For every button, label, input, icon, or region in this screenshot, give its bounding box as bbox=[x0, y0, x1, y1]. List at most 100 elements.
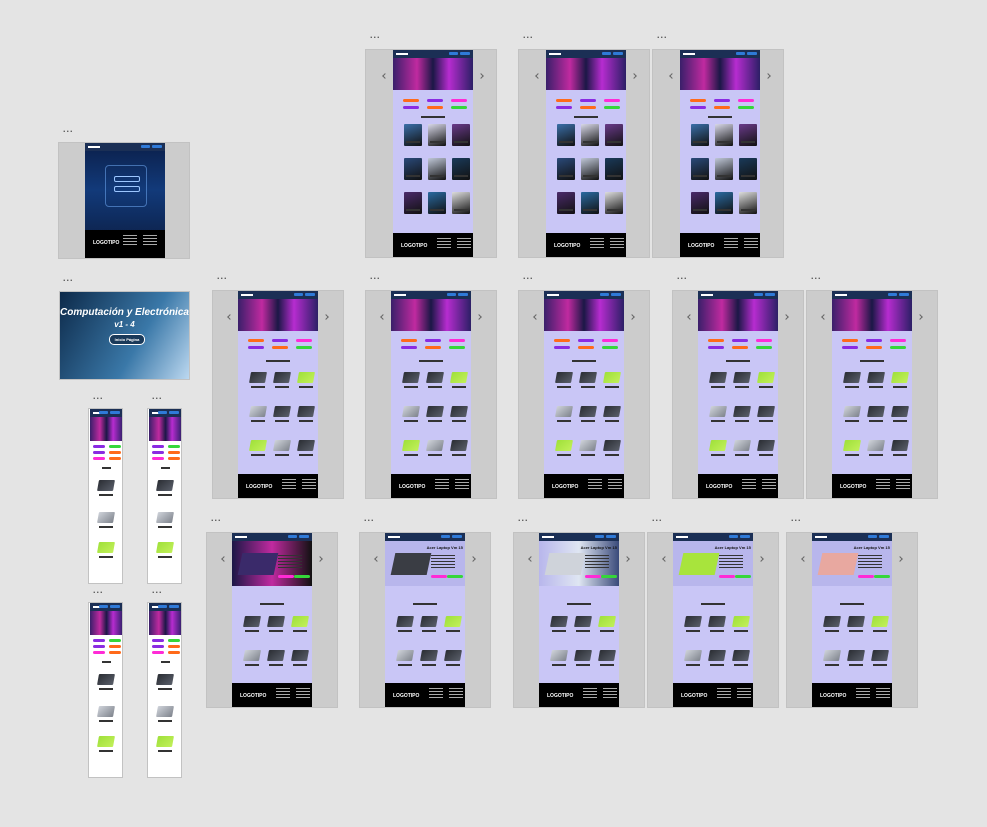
login-button[interactable] bbox=[294, 293, 303, 296]
product-card[interactable] bbox=[554, 369, 574, 391]
frame-menu-icon[interactable]: ... bbox=[652, 513, 663, 523]
register-button[interactable] bbox=[299, 535, 309, 538]
category-pill[interactable] bbox=[426, 106, 443, 109]
category-pill[interactable] bbox=[109, 651, 121, 654]
category-pill[interactable] bbox=[400, 346, 417, 349]
product-card[interactable] bbox=[296, 369, 316, 391]
carousel-prev-icon[interactable] bbox=[221, 556, 227, 562]
product-card[interactable] bbox=[443, 613, 463, 635]
frame-menu-icon[interactable]: ... bbox=[63, 124, 74, 134]
category-pill[interactable] bbox=[553, 339, 570, 342]
product-card[interactable] bbox=[690, 158, 710, 180]
carousel-next-icon[interactable] bbox=[758, 556, 764, 562]
category-pill[interactable] bbox=[737, 99, 754, 102]
category-pill[interactable] bbox=[168, 451, 180, 454]
product-card[interactable] bbox=[296, 437, 316, 459]
category-pill[interactable] bbox=[402, 99, 419, 102]
category-pill[interactable] bbox=[579, 99, 596, 102]
category-pill[interactable] bbox=[152, 445, 164, 448]
frame-menu-icon[interactable]: ... bbox=[211, 513, 222, 523]
frame-menu-icon[interactable]: ... bbox=[518, 513, 529, 523]
product-card[interactable] bbox=[890, 437, 910, 459]
product-card[interactable] bbox=[556, 158, 576, 180]
category-pill[interactable] bbox=[737, 106, 754, 109]
login-button[interactable] bbox=[99, 411, 108, 414]
category-pill[interactable] bbox=[889, 346, 906, 349]
carousel-next-icon[interactable] bbox=[624, 556, 630, 562]
product-card[interactable] bbox=[401, 437, 421, 459]
category-pill[interactable] bbox=[168, 645, 180, 648]
frame-menu-icon[interactable]: ... bbox=[657, 30, 668, 40]
category-pill[interactable] bbox=[93, 451, 105, 454]
product-card[interactable] bbox=[846, 613, 866, 635]
product-card[interactable] bbox=[683, 647, 703, 669]
register-button[interactable] bbox=[460, 52, 470, 55]
artboard-mobile[interactable] bbox=[88, 602, 123, 778]
register-button[interactable] bbox=[611, 293, 621, 296]
product-card[interactable] bbox=[242, 647, 262, 669]
product-card[interactable] bbox=[401, 369, 421, 391]
product-card[interactable] bbox=[714, 158, 734, 180]
product-card[interactable] bbox=[155, 671, 175, 693]
category-pill[interactable] bbox=[755, 346, 772, 349]
login-button[interactable] bbox=[449, 52, 458, 55]
product-card[interactable] bbox=[425, 403, 445, 425]
carousel-prev-icon[interactable] bbox=[801, 556, 807, 562]
product-card[interactable] bbox=[419, 613, 439, 635]
product-card[interactable] bbox=[573, 613, 593, 635]
category-pill[interactable] bbox=[109, 445, 121, 448]
frame-menu-icon[interactable]: ... bbox=[523, 30, 534, 40]
product-card[interactable] bbox=[549, 647, 569, 669]
product-card[interactable] bbox=[155, 733, 175, 755]
category-pill[interactable] bbox=[865, 346, 882, 349]
product-card[interactable] bbox=[732, 437, 752, 459]
category-pill[interactable] bbox=[713, 99, 730, 102]
product-card[interactable] bbox=[714, 192, 734, 214]
cart-button[interactable] bbox=[447, 575, 464, 578]
category-pill[interactable] bbox=[109, 457, 121, 460]
category-pill[interactable] bbox=[295, 346, 312, 349]
product-card[interactable] bbox=[451, 158, 471, 180]
product-card[interactable] bbox=[708, 437, 728, 459]
frame-menu-icon[interactable]: ... bbox=[93, 585, 104, 595]
password-field[interactable] bbox=[114, 186, 140, 192]
category-pill[interactable] bbox=[168, 445, 180, 448]
product-card[interactable] bbox=[248, 437, 268, 459]
product-card[interactable] bbox=[822, 647, 842, 669]
product-card[interactable] bbox=[395, 647, 415, 669]
carousel-next-icon[interactable] bbox=[470, 556, 476, 562]
category-pill[interactable] bbox=[865, 339, 882, 342]
product-card[interactable] bbox=[732, 403, 752, 425]
login-button[interactable] bbox=[158, 605, 167, 608]
category-pill[interactable] bbox=[707, 346, 724, 349]
category-pill[interactable] bbox=[93, 651, 105, 654]
product-card[interactable] bbox=[266, 613, 286, 635]
product-card[interactable] bbox=[427, 124, 447, 146]
carousel-prev-icon[interactable] bbox=[382, 73, 388, 79]
frame-menu-icon[interactable]: ... bbox=[811, 271, 822, 281]
product-card[interactable] bbox=[272, 437, 292, 459]
product-card[interactable] bbox=[96, 509, 116, 531]
category-pill[interactable] bbox=[689, 106, 706, 109]
product-card[interactable] bbox=[443, 647, 463, 669]
category-pill[interactable] bbox=[152, 451, 164, 454]
cart-button[interactable] bbox=[874, 575, 891, 578]
carousel-prev-icon[interactable] bbox=[669, 73, 675, 79]
product-card[interactable] bbox=[870, 613, 890, 635]
category-pill[interactable] bbox=[731, 339, 748, 342]
product-card[interactable] bbox=[714, 124, 734, 146]
username-field[interactable] bbox=[114, 176, 140, 182]
carousel-prev-icon[interactable] bbox=[662, 556, 668, 562]
product-card[interactable] bbox=[842, 437, 862, 459]
product-card[interactable] bbox=[248, 403, 268, 425]
frame-menu-icon[interactable]: ... bbox=[93, 391, 104, 401]
category-pill[interactable] bbox=[707, 339, 724, 342]
category-pill[interactable] bbox=[424, 339, 441, 342]
category-pill[interactable] bbox=[93, 645, 105, 648]
category-pill[interactable] bbox=[93, 639, 105, 642]
product-card[interactable] bbox=[155, 539, 175, 561]
artboard[interactable]: LOGOTIPO bbox=[518, 290, 650, 499]
product-card[interactable] bbox=[708, 369, 728, 391]
category-pill[interactable] bbox=[755, 339, 772, 342]
product-card[interactable] bbox=[96, 477, 116, 499]
